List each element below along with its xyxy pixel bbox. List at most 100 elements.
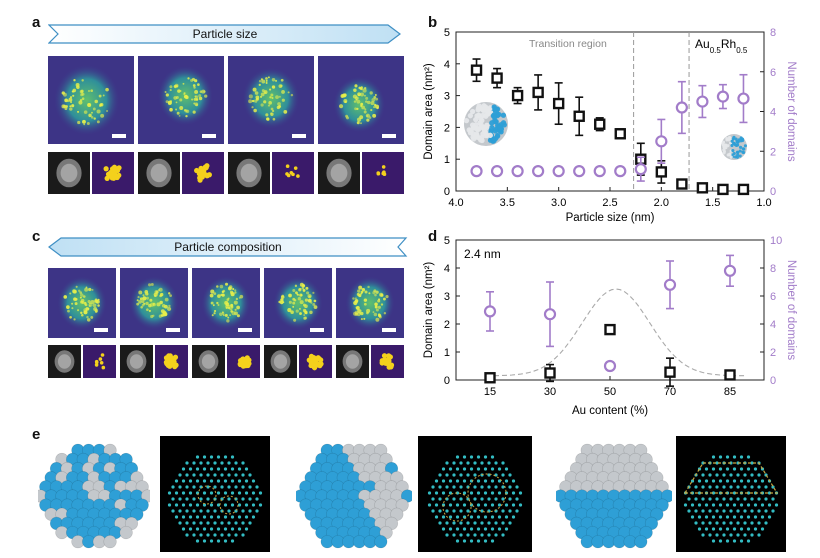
panel-letter-d: d [428,228,438,245]
data-point-square [532,86,544,99]
y-right-tick-label: 0 [770,186,776,198]
gray-image-comp-2 [120,345,153,378]
data-point-circle [614,165,627,178]
simulated-image-mixed [160,436,270,552]
y-right-tick-label: 4 [770,319,776,331]
y-left-tick-label: 3 [444,91,450,103]
data-point-circle [490,165,504,178]
y-left-tick-label: 2 [444,319,450,331]
simulated-image-segregated [676,436,786,552]
x-axis-title: Au content (%) [572,405,648,417]
particle-size-banner-label: Particle size [192,27,258,41]
y-right-tick-label: 8 [770,263,776,275]
scale-bar [310,328,324,332]
transition-region-label: Transition region [529,38,607,50]
x-tick-label: 1.5 [705,197,720,209]
x-tick-label: 4.0 [448,197,463,209]
data-point-square [604,323,616,336]
data-point-square [470,64,483,76]
data-point-circle [696,95,709,108]
x-tick-label: 3.0 [551,197,566,209]
x-tick-label: 50 [604,386,616,398]
domain-map-comp-1 [83,345,116,378]
data-point-square [664,366,676,378]
domain-map-size-3 [272,152,314,194]
particle-composition-banner: Particle composition [48,237,408,257]
data-point-circle [552,165,565,178]
y-right-axis-title: Number of domains [785,260,797,361]
scale-bar [292,134,306,138]
data-point-square [676,178,688,190]
scale-bar [382,328,396,332]
domain-map-size-2 [182,152,224,194]
gray-image-size-3 [228,152,270,194]
x-tick-label: 70 [664,386,676,398]
panel-letter-b: b [428,14,438,31]
small-particle-icon [721,134,747,160]
gray-image-size-1 [48,152,90,194]
stem-image-size-1 [48,56,134,144]
data-point-circle [716,90,730,103]
data-point-circle [675,101,688,114]
stem-image-size-3 [228,56,314,144]
atomic-model-half [296,432,412,552]
particle-size-banner: Particle size [47,24,402,44]
data-point-square [717,183,729,196]
scale-bar [382,134,396,138]
gray-image-comp-4 [264,345,297,378]
data-point-square [484,372,496,384]
data-point-circle [634,163,647,176]
data-point-square [573,110,585,122]
stem-image-size-2 [138,56,224,144]
data-point-circle [603,359,617,373]
domain-map-comp-2 [155,345,188,378]
scale-bar [112,134,126,138]
data-point-circle [511,165,524,178]
data-point-circle [573,165,586,178]
banner-arrow-left-icon [48,237,408,257]
data-point-square [491,72,503,84]
data-point-circle [470,165,483,178]
x-tick-label: 30 [544,386,556,398]
data-point-circle [532,165,545,178]
atomic-model-segregated [556,432,672,552]
y-left-tick-label: 4 [444,59,450,71]
data-point-circle [543,308,557,321]
stem-image-comp-5 [336,268,404,338]
data-point-square [737,183,750,196]
gray-image-comp-3 [192,345,225,378]
data-point-square [724,369,736,381]
domain-map-comp-5 [371,345,404,378]
stem-image-comp-2 [120,268,188,338]
data-point-square [696,182,709,194]
panel-letter-e: e [32,426,41,443]
domain-map-comp-4 [299,345,332,378]
data-point-square [544,367,556,379]
plot-frame [455,239,765,381]
data-point-square [552,97,565,110]
banner-arrow-right-icon [47,24,401,44]
data-point-square [511,89,524,102]
y-right-axis-title: Number of domains [785,61,797,162]
data-point-square [614,128,626,140]
x-tick-label: 2.5 [602,197,617,209]
x-tick-label: 3.5 [500,197,515,209]
data-point-circle [593,165,606,178]
stem-image-size-4 [318,56,404,144]
particle-composition-banner-label: Particle composition [174,240,282,254]
domain-map-size-1 [92,152,134,194]
data-point-circle [655,135,668,148]
data-point-square [594,118,606,130]
domain-map-comp-3 [227,345,260,378]
domain-map-size-4 [362,152,404,194]
y-left-tick-label: 3 [444,291,450,303]
scale-bar [94,328,108,332]
scale-bar [202,134,216,138]
gray-image-size-2 [138,152,180,194]
guide-curve [486,288,746,377]
gray-image-comp-5 [336,345,369,378]
gray-image-size-4 [318,152,360,194]
scale-bar [166,328,180,332]
x-tick-label: 15 [484,386,496,398]
